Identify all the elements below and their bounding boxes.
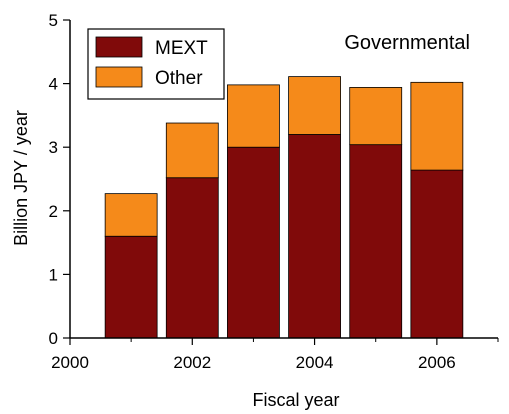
ticks-group: 0 1 2 3 4 5 2000 2002 2004 2006 <box>49 11 499 372</box>
legend-swatch-mext <box>95 36 143 58</box>
legend-label-mext: MEXT <box>155 38 208 59</box>
bar-mext-2006 <box>410 169 464 339</box>
axes-group <box>69 20 498 339</box>
y-axis-title: Billion JPY / year <box>11 110 31 246</box>
x-tick-label-2006: 2006 <box>418 353 456 372</box>
bar-mext-2004 <box>288 134 341 339</box>
y-tick-label-4: 4 <box>49 75 58 94</box>
y-tick-label-2: 2 <box>49 202 58 221</box>
x-axis-title: Fiscal year <box>252 390 339 410</box>
x-tick-label-2002: 2002 <box>173 353 211 372</box>
bars-group <box>104 76 464 339</box>
bar-other-2002 <box>165 122 219 179</box>
bar-other-2006 <box>410 81 464 171</box>
y-tick-label-1: 1 <box>49 265 58 284</box>
bar-other-2005 <box>349 87 403 146</box>
bar-other-2004 <box>288 76 341 135</box>
bar-mext-2002 <box>165 177 219 339</box>
bar-other-2003 <box>227 84 280 148</box>
bar-other-2001 <box>104 193 158 237</box>
x-tick-label-2000: 2000 <box>51 353 89 372</box>
y-tick-label-3: 3 <box>49 138 58 157</box>
y-tick-label-0: 0 <box>49 329 58 348</box>
legend-swatch-other <box>95 66 143 88</box>
x-tick-label-2004: 2004 <box>296 353 334 372</box>
bar-mext-2003 <box>227 146 280 339</box>
bar-mext-2005 <box>349 144 403 339</box>
y-tick-label-5: 5 <box>49 11 58 30</box>
legend-label-other: Other <box>155 68 203 89</box>
chart-annotation: Governmental <box>344 32 470 54</box>
legend: MEXT Other <box>87 28 225 100</box>
bar-mext-2001 <box>104 235 158 339</box>
